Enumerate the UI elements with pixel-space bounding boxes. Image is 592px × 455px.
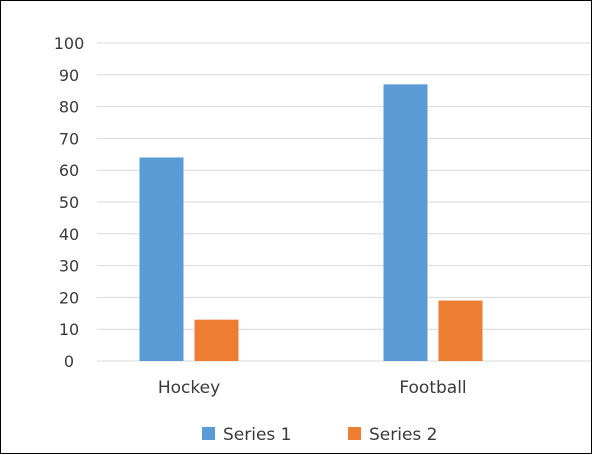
y-tick-label: 70 (59, 129, 79, 148)
y-tick-label: 40 (59, 225, 79, 244)
bar-football-series-2 (438, 300, 483, 361)
y-tick-label: 10 (59, 320, 79, 339)
y-tick-label: 30 (59, 257, 79, 276)
legend-label-series-2: Series 2 (369, 425, 438, 445)
y-tick-label: 50 (59, 193, 79, 212)
x-axis-category-labels: Hockey Football (158, 378, 467, 398)
y-tick-label: 100 (54, 34, 85, 53)
x-category-label: Football (399, 378, 466, 398)
y-tick-label: 80 (59, 98, 79, 117)
y-tick-label: 90 (59, 66, 79, 85)
y-axis-tick-labels: 0 10 20 30 40 50 60 70 80 90 100 (54, 34, 85, 371)
y-tick-label: 20 (59, 288, 79, 307)
bar-hockey-series-1 (139, 157, 184, 361)
legend-label-series-1: Series 1 (223, 425, 292, 445)
y-tick-label: 0 (64, 352, 74, 371)
bar-football-series-1 (383, 84, 428, 361)
x-category-label: Hockey (158, 378, 220, 398)
y-tick-label: 60 (59, 161, 79, 180)
bar-hockey-series-2 (194, 319, 239, 361)
legend-swatch-series-1 (202, 427, 215, 440)
legend: Series 1 Series 2 (202, 425, 438, 445)
bars (139, 84, 483, 361)
legend-swatch-series-2 (348, 427, 361, 440)
